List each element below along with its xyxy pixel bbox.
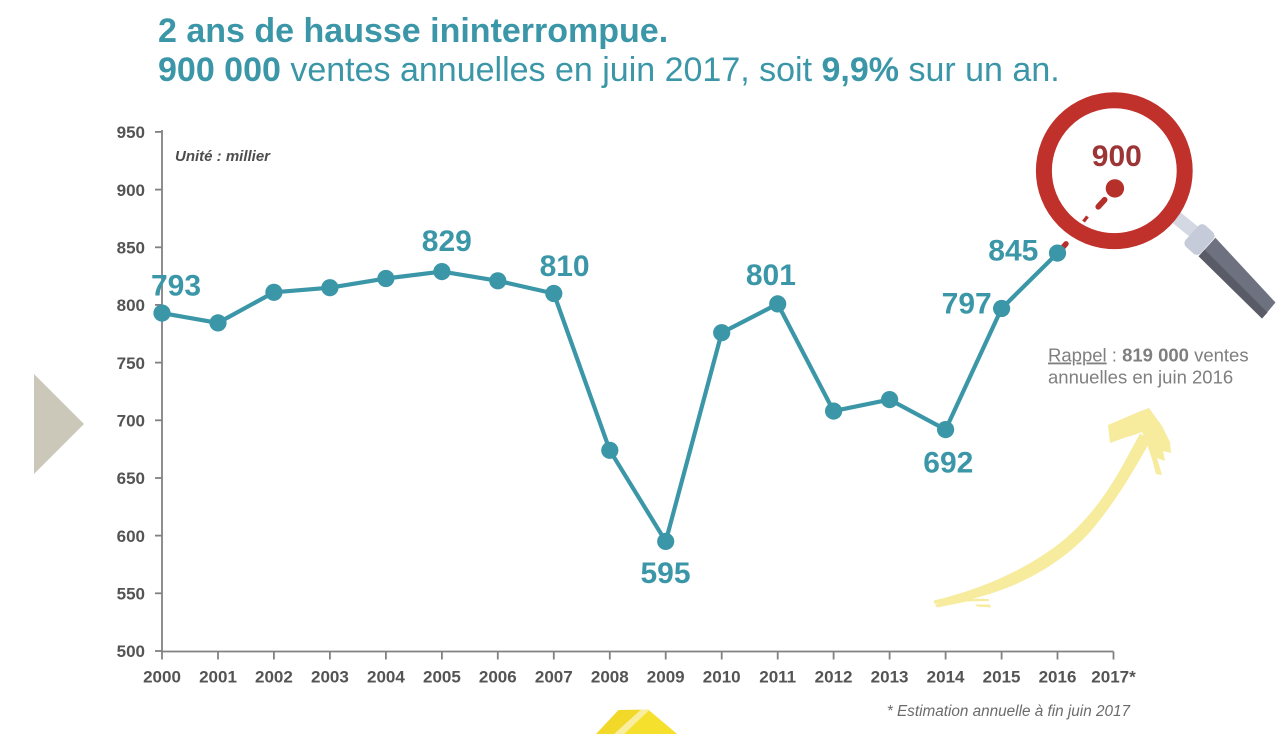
svg-text:2014: 2014 (927, 668, 965, 687)
svg-text:2011: 2011 (759, 668, 796, 687)
svg-text:2 ans de hausse ininterrompue.: 2 ans de hausse ininterrompue. (158, 12, 668, 50)
svg-text:550: 550 (117, 585, 145, 604)
svg-text:2007: 2007 (535, 668, 573, 687)
svg-text:2001: 2001 (199, 668, 237, 687)
svg-text:2009: 2009 (647, 668, 685, 687)
svg-text:2008: 2008 (591, 668, 629, 687)
svg-text:2000: 2000 (143, 668, 181, 687)
svg-text:850: 850 (117, 239, 145, 258)
svg-text:2015: 2015 (983, 668, 1021, 687)
svg-text:2017*: 2017* (1091, 668, 1136, 687)
svg-text:2006: 2006 (479, 668, 517, 687)
svg-text:845: 845 (988, 234, 1038, 267)
svg-text:500: 500 (117, 642, 145, 661)
svg-text:600: 600 (117, 527, 145, 546)
svg-text:Unité : millier: Unité : millier (175, 148, 271, 165)
svg-text:2004: 2004 (367, 668, 405, 687)
svg-text:Rappel : 819 000 ventes: Rappel : 819 000 ventes (1048, 345, 1249, 366)
svg-text:2003: 2003 (311, 668, 349, 687)
svg-text:797: 797 (942, 288, 992, 321)
svg-text:900 000 ventes annuelles en ju: 900 000 ventes annuelles en juin 2017, s… (158, 51, 1060, 89)
svg-text:810: 810 (540, 250, 590, 283)
svg-text:800: 800 (117, 296, 145, 315)
svg-text:2013: 2013 (871, 668, 909, 687)
svg-text:2005: 2005 (423, 668, 461, 687)
svg-text:900: 900 (117, 181, 145, 200)
svg-text:900: 900 (1092, 140, 1142, 173)
svg-text:801: 801 (746, 259, 796, 292)
svg-text:692: 692 (923, 447, 973, 480)
svg-text:2002: 2002 (255, 668, 293, 687)
svg-text:950: 950 (117, 123, 145, 142)
svg-text:595: 595 (640, 557, 690, 590)
svg-text:2010: 2010 (703, 668, 741, 687)
svg-text:829: 829 (422, 225, 472, 258)
svg-text:2012: 2012 (815, 668, 853, 687)
svg-text:650: 650 (117, 469, 145, 488)
svg-text:750: 750 (117, 354, 145, 373)
svg-text:annuelles en juin 2016: annuelles en juin 2016 (1048, 366, 1233, 387)
svg-text:700: 700 (117, 412, 145, 431)
svg-text:793: 793 (151, 270, 201, 303)
svg-text:* Estimation annuelle à fin ju: * Estimation annuelle à fin juin 2017 (887, 703, 1131, 720)
svg-text:2016: 2016 (1039, 668, 1077, 687)
